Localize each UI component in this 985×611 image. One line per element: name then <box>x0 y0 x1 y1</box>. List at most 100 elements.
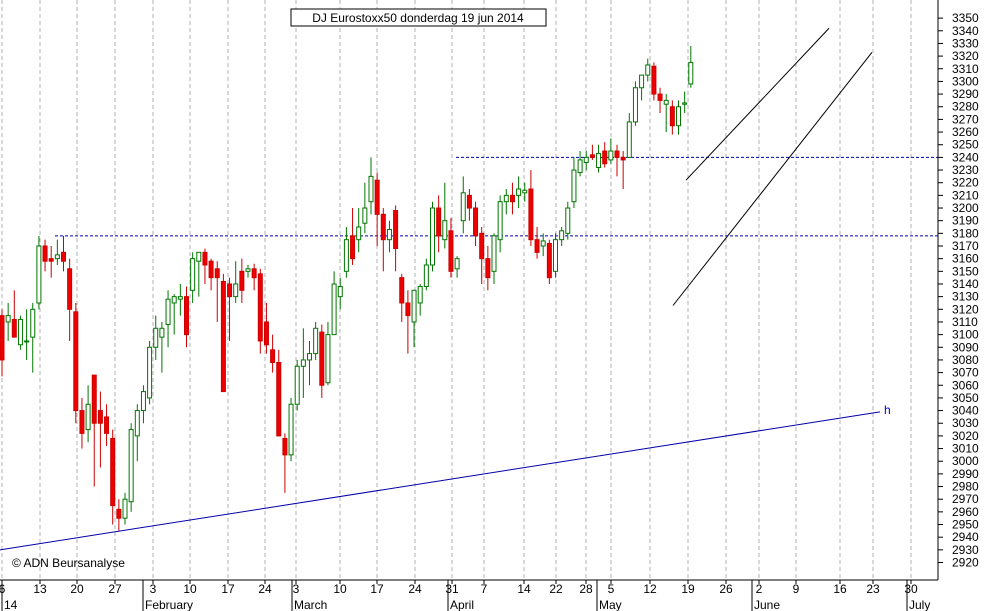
candle <box>245 264 251 278</box>
candle <box>11 290 17 338</box>
candle <box>454 256 460 278</box>
candle-body-down <box>399 277 405 304</box>
candle-body-down <box>405 302 411 317</box>
candle-body-down <box>270 349 276 363</box>
candle <box>546 239 552 284</box>
candle-body-down <box>509 194 515 203</box>
candle <box>608 138 614 164</box>
candle-body-up <box>491 235 497 272</box>
candle-body-down <box>104 416 110 434</box>
candle-body-up <box>411 289 417 323</box>
candle <box>30 302 36 373</box>
candle <box>516 176 522 209</box>
candle <box>565 201 571 240</box>
month-label: April <box>450 598 474 611</box>
candle-body-up <box>233 283 239 298</box>
candle-body-up <box>571 169 577 203</box>
candle-body-down <box>97 410 103 424</box>
price-tick-label: 3330 <box>952 36 979 50</box>
candle-body-down <box>48 258 54 262</box>
candle-body-down <box>220 280 226 393</box>
candle-body-up <box>663 99 669 105</box>
candle-body-down <box>116 508 122 519</box>
candle-body-up <box>540 240 546 247</box>
candle <box>639 74 645 101</box>
candle-body-down <box>466 194 472 209</box>
candle-body-up <box>313 327 319 355</box>
candle <box>196 251 202 297</box>
candle-body-down <box>208 260 214 279</box>
price-tick-label: 3190 <box>952 214 979 228</box>
day-tick-label: 17 <box>221 582 235 596</box>
candle <box>386 220 392 253</box>
month-label: June <box>754 598 780 611</box>
candle <box>208 258 214 291</box>
candle <box>553 233 558 278</box>
candle <box>362 182 368 234</box>
candle <box>596 144 602 173</box>
candle-body-up <box>17 318 23 346</box>
candle <box>79 397 85 449</box>
candle <box>177 283 183 316</box>
candle <box>540 233 546 257</box>
day-tick-label: 5 <box>608 582 615 596</box>
candle-body-down <box>534 239 540 253</box>
candle <box>184 286 189 348</box>
candle-body-up <box>5 315 11 323</box>
candle <box>632 81 638 126</box>
candle <box>614 144 620 177</box>
price-tick-label: 3170 <box>952 239 979 253</box>
candle <box>276 349 282 437</box>
candle <box>233 261 239 303</box>
price-tick-label: 2960 <box>952 505 979 519</box>
price-tick-label: 2980 <box>952 480 979 494</box>
candle-body-up <box>559 230 565 241</box>
price-tick-label: 3040 <box>952 404 979 418</box>
candle <box>122 492 128 525</box>
candle-body-up <box>632 87 638 123</box>
candle-body-up <box>460 192 466 222</box>
candle-body-up <box>442 220 448 241</box>
trendline <box>685 27 830 181</box>
price-tick-label: 3110 <box>952 315 978 329</box>
candle-body-up <box>294 365 300 405</box>
trendline <box>0 411 881 551</box>
candle <box>497 195 503 253</box>
candle-body-down <box>73 311 79 412</box>
candle-body-up <box>165 298 171 325</box>
candle-body-up <box>565 207 571 234</box>
candle-body-up <box>645 64 651 76</box>
candle <box>620 151 626 190</box>
candle-body-up <box>196 251 202 262</box>
candle <box>448 218 454 278</box>
day-tick-label: 24 <box>258 582 272 596</box>
date-axis: 6 13 20 27 3 10 17 24 3 10 17 24 31 7 14 22 28 5 12 19 26 2 9 1… <box>0 579 938 611</box>
candle-body-up <box>356 226 362 241</box>
candle <box>688 45 694 88</box>
price-tick-label: 3210 <box>952 188 979 202</box>
candle <box>165 290 171 348</box>
price-tick-label: 3140 <box>952 277 979 291</box>
candle-body-down <box>263 321 269 346</box>
candle <box>479 227 485 284</box>
candle <box>270 334 276 373</box>
trendline <box>672 51 873 306</box>
day-tick-label: 3 <box>150 582 157 596</box>
price-tick-label: 2970 <box>952 492 979 506</box>
candle <box>263 302 269 354</box>
price-tick-label: 3180 <box>952 226 979 240</box>
month-label: May <box>599 598 622 611</box>
candle-body-down <box>374 179 380 215</box>
price-tick-label: 3300 <box>952 74 979 88</box>
candle <box>5 302 11 341</box>
candle <box>473 201 479 246</box>
candle <box>374 172 380 246</box>
price-tick-label: 3250 <box>952 138 979 152</box>
candle-body-down <box>651 65 657 95</box>
candle-body-up <box>454 258 460 270</box>
vertical-gridlines <box>1 0 912 580</box>
price-tick-label: 2950 <box>952 518 979 532</box>
candle-body-down <box>251 268 257 279</box>
candle <box>626 113 632 158</box>
candle-body-up <box>331 283 337 336</box>
